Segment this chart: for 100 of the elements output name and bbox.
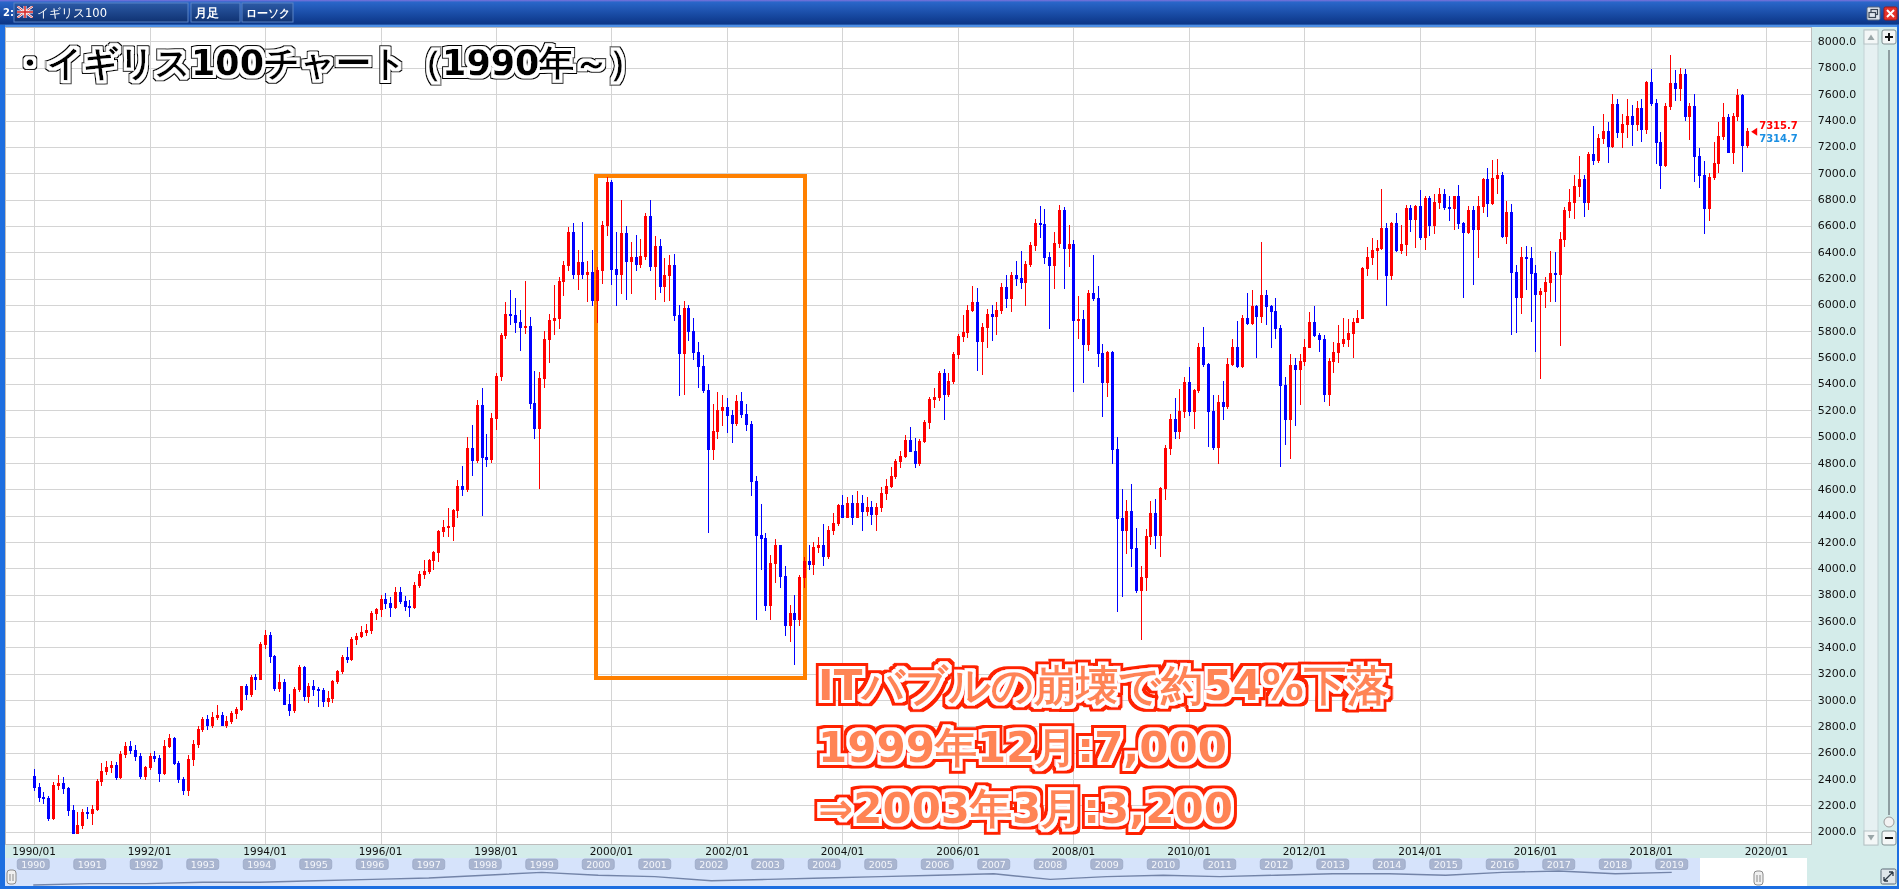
x-tick-label: 1994: [247, 858, 272, 870]
candlestick: [187, 754, 190, 797]
candlestick: [1693, 93, 1696, 183]
candlestick: [1640, 98, 1643, 143]
candlestick: [923, 419, 926, 444]
candlestick: [995, 301, 998, 336]
candlestick: [1077, 295, 1080, 340]
candlestick: [370, 610, 373, 635]
candlestick: [331, 679, 334, 704]
y-tick-label: 2400.0: [1817, 772, 1857, 786]
y-tick-label: 2000.0: [1817, 825, 1857, 839]
candlestick: [1313, 305, 1316, 338]
candlestick: [1631, 104, 1634, 147]
candlestick: [779, 544, 782, 589]
candlestick: [567, 226, 570, 272]
candlestick: [153, 750, 156, 763]
candlestick: [192, 739, 195, 767]
candlestick: [586, 260, 589, 303]
candlestick: [1010, 271, 1013, 313]
y-tick-label: 4600.0: [1817, 482, 1857, 496]
candlestick: [259, 641, 262, 681]
candlestick: [654, 235, 657, 301]
candlestick: [1405, 204, 1408, 257]
annotation: 7314.7: [1759, 132, 1798, 144]
candlestick: [336, 669, 339, 685]
candlestick: [1265, 289, 1268, 326]
candlestick: [1433, 193, 1436, 235]
text: イギリス100: [37, 6, 107, 20]
x-tick-label: 2006: [925, 858, 950, 870]
candlestick: [240, 685, 243, 712]
candlestick: [952, 351, 955, 385]
candlestick: [1347, 318, 1350, 348]
candlestick: [740, 391, 743, 419]
candlestick: [278, 673, 281, 693]
candlestick: [447, 507, 450, 538]
x-tick-label: 2014: [1377, 858, 1402, 870]
candlestick: [1453, 195, 1456, 231]
candlestick: [1626, 98, 1629, 139]
candlestick: [115, 761, 118, 781]
candlestick: [1645, 80, 1648, 135]
candlestick: [1279, 324, 1282, 468]
candlestick: [649, 199, 652, 272]
candlestick: [846, 496, 849, 519]
candlestick: [144, 765, 147, 781]
y-tick-label: 2200.0: [1817, 798, 1857, 812]
candlestick: [1236, 320, 1239, 369]
candlestick: [221, 711, 224, 727]
candlestick: [1703, 160, 1706, 235]
candlestick: [735, 394, 738, 427]
candlestick: [62, 776, 65, 795]
candlestick: [437, 529, 440, 563]
candlestick: [1587, 151, 1590, 211]
candlestick: [947, 372, 950, 398]
candlestick: [774, 538, 777, 584]
candlestick: [1092, 254, 1095, 302]
x-tick-label: 2009: [1094, 858, 1119, 870]
candlestick: [1164, 444, 1167, 501]
candlestick: [1154, 498, 1157, 550]
candlestick: [495, 372, 498, 431]
candlestick: [384, 592, 387, 610]
x-tick-label: 2007: [981, 858, 1006, 870]
x-tick-label: 2018/01: [1629, 845, 1673, 857]
candlestick: [1289, 353, 1292, 460]
candlestick: [707, 383, 710, 534]
y-tick-label: 3800.0: [1817, 588, 1857, 602]
candlestick: [1554, 251, 1557, 303]
candlestick: [933, 387, 936, 409]
candlestick: [72, 804, 75, 835]
x-tick-label: 2011: [1207, 858, 1232, 870]
candlestick: [553, 284, 556, 336]
y-tick-label: 8000.0: [1817, 34, 1857, 48]
candlestick: [1419, 189, 1422, 241]
candlestick: [471, 424, 474, 477]
candlestick: [620, 199, 623, 295]
x-tick-label: 2003: [755, 858, 780, 870]
candlestick: [1255, 304, 1258, 359]
candlestick: [1217, 394, 1220, 465]
x-tick-label: 2019: [1659, 858, 1684, 870]
candlestick: [312, 679, 315, 697]
candlestick: [914, 437, 917, 469]
x-tick-label: 1996/01: [358, 845, 403, 857]
candlestick: [581, 221, 584, 280]
candlestick: [596, 266, 599, 324]
candlestick: [1573, 174, 1576, 220]
candlestick: [476, 399, 479, 464]
x-tick-label: 1993: [190, 858, 215, 870]
candlestick: [514, 297, 517, 334]
candlestick: [572, 222, 575, 280]
candlestick: [1020, 250, 1023, 290]
candlestick: [750, 420, 753, 497]
candlestick: [957, 333, 960, 360]
x-tick-label: 2012/01: [1282, 845, 1327, 857]
y-tick-label: 5800.0: [1817, 324, 1857, 338]
text: ローソク: [246, 7, 290, 20]
candlestick: [1549, 250, 1552, 303]
candlestick: [1135, 527, 1138, 594]
candlestick: [57, 774, 60, 791]
candlestick: [1246, 292, 1249, 326]
candlestick: [1323, 334, 1326, 403]
candlestick: [812, 541, 815, 576]
